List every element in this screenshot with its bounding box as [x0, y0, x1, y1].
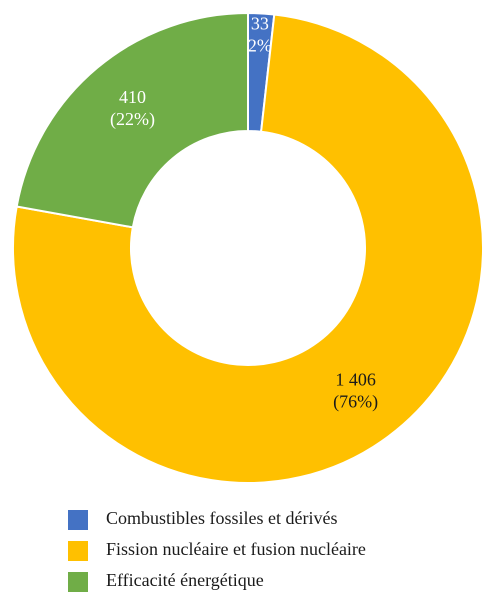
percent-label: (22%): [110, 109, 155, 130]
legend-label: Fission nucléaire et fusion nucléaire: [106, 539, 366, 559]
legend-label: Efficacité énergétique: [106, 570, 264, 590]
percent-label: (2%): [242, 35, 278, 56]
legend-swatch: [68, 541, 88, 561]
value-label: 410: [119, 87, 146, 107]
donut-slice: [15, 11, 249, 229]
legend-swatch: [68, 572, 88, 592]
value-label: 1 406: [335, 369, 376, 389]
legend-swatch: [68, 510, 88, 530]
donut-slice: [12, 13, 484, 484]
value-label: 33: [251, 13, 269, 33]
percent-label: (76%): [333, 391, 378, 412]
legend-label: Combustibles fossiles et dérivés: [106, 508, 337, 528]
